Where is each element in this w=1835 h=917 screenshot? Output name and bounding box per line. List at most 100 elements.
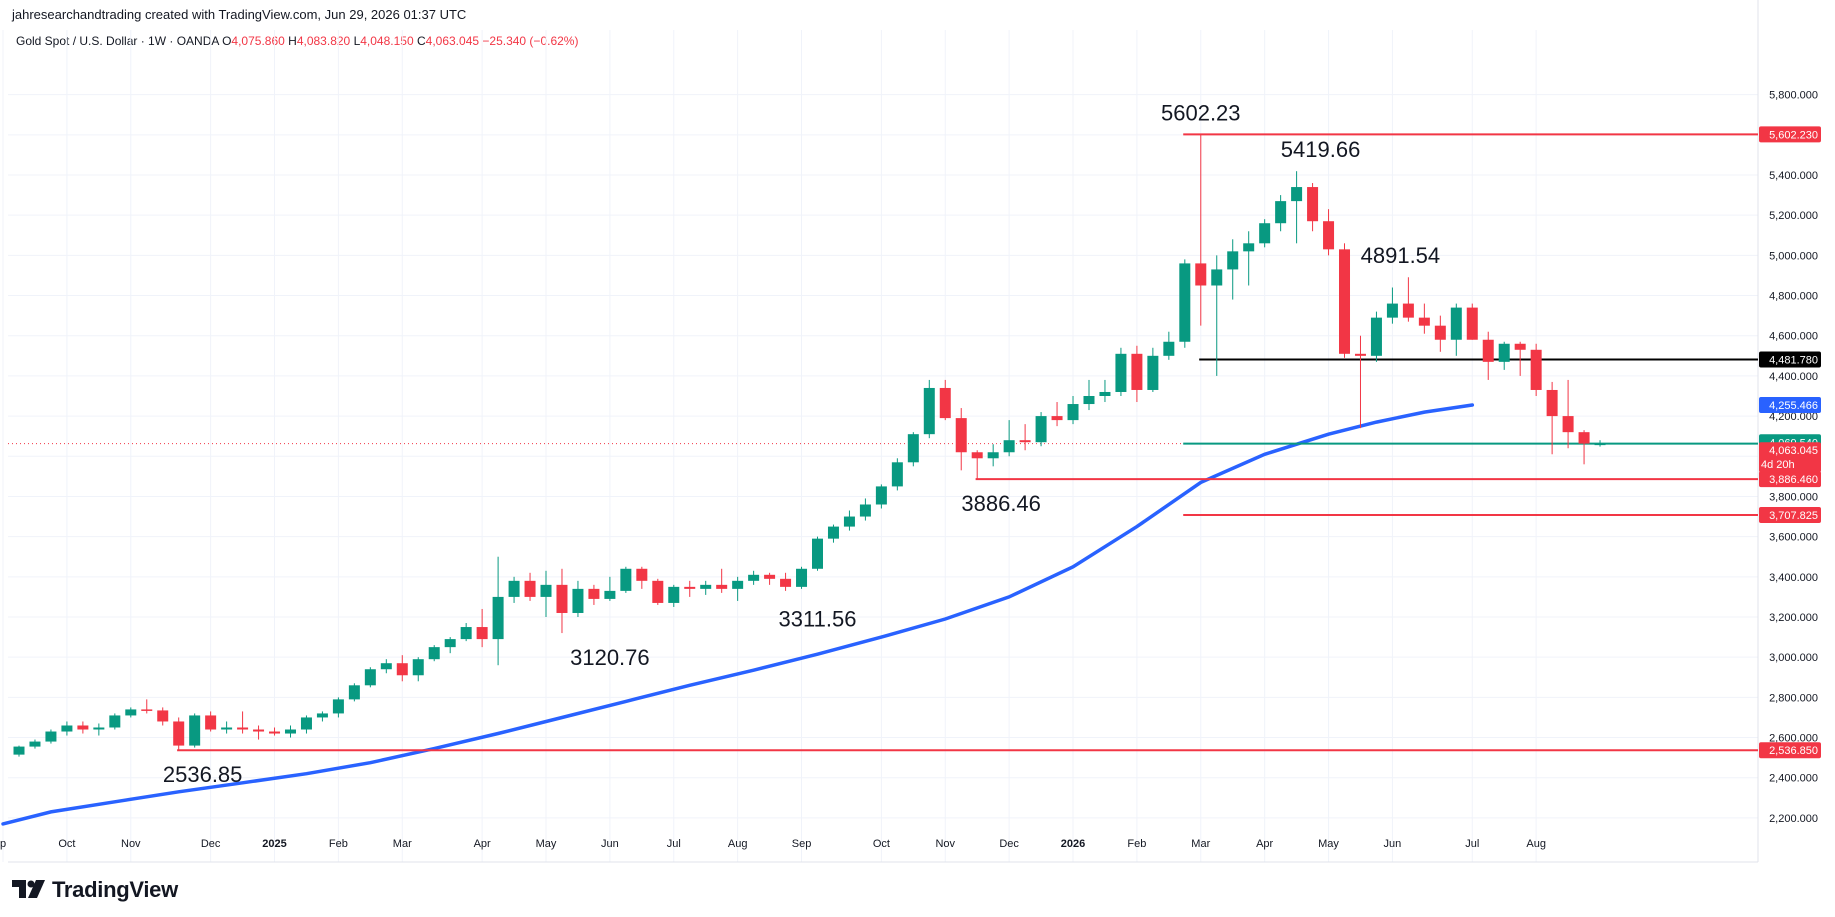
candle-body xyxy=(1562,416,1574,433)
candle-body xyxy=(348,685,360,700)
price-annotation: 3120.76 xyxy=(570,645,650,670)
candle-body xyxy=(891,462,903,487)
time-axis-tick: May xyxy=(536,838,557,850)
price-axis-tick: 4,800.000 xyxy=(1769,291,1818,303)
candle-body xyxy=(620,568,632,591)
time-axis-tick: Mar xyxy=(393,838,412,850)
candle-body xyxy=(205,715,217,730)
candle-body xyxy=(524,580,536,597)
candle-body xyxy=(316,713,328,718)
candle-body xyxy=(508,580,520,597)
price-annotation: 5602.23 xyxy=(1161,100,1241,125)
candle-body xyxy=(1243,243,1255,252)
candle-body xyxy=(1466,307,1478,340)
price-annotation: 3311.56 xyxy=(779,607,857,632)
low-value: 4,048.150 xyxy=(360,34,414,48)
price-annotation: 3886.46 xyxy=(961,491,1041,516)
time-axis-tick: Oct xyxy=(873,838,890,850)
level-price-tag-bg xyxy=(1759,506,1821,523)
price-axis-tick: 2,400.000 xyxy=(1769,773,1818,785)
price-tag-bg xyxy=(1759,396,1821,413)
candle-body xyxy=(109,715,121,728)
time-axis-tick: Jul xyxy=(667,838,681,850)
candle-body xyxy=(875,486,887,505)
level-price-tag-bg xyxy=(1759,471,1821,488)
level-price-tag-bg xyxy=(1759,126,1821,143)
candle-body xyxy=(221,727,233,730)
price-axis-tick: 2,800.000 xyxy=(1769,692,1818,704)
candle-body xyxy=(1339,249,1351,354)
candle-body xyxy=(588,588,600,599)
level-price-tag: 2,536.850 xyxy=(1769,745,1818,757)
time-axis-tick: Apr xyxy=(474,838,491,850)
candle-body xyxy=(923,387,935,435)
time-axis-tick: Apr xyxy=(1256,838,1273,850)
level-price-tag: 3,707.825 xyxy=(1769,510,1818,522)
candle-body xyxy=(700,584,712,589)
candle-body xyxy=(684,586,696,589)
candle-body xyxy=(827,526,839,539)
low-label: L xyxy=(353,34,361,48)
level-price-tag-bg xyxy=(1759,351,1821,368)
time-axis-tick: May xyxy=(1318,838,1339,850)
candle-body xyxy=(1498,343,1510,362)
candle-body xyxy=(572,588,584,613)
price-axis-tick: 4,200.000 xyxy=(1769,411,1818,423)
level-price-tag-bg xyxy=(1759,742,1821,759)
time-axis-tick: Nov xyxy=(935,838,955,850)
candle-body xyxy=(971,452,983,459)
candle-body xyxy=(141,709,153,711)
tradingview-logo[interactable]: TradingView xyxy=(12,877,178,903)
candle-body xyxy=(125,709,137,716)
candle-body xyxy=(1386,303,1398,318)
candle-body xyxy=(1259,223,1271,244)
time-axis-tick: Aug xyxy=(1526,838,1546,850)
price-axis-tick: 5,000.000 xyxy=(1769,250,1818,262)
high-value: 4,083.820 xyxy=(296,34,351,48)
price-axis-tick: 3,400.000 xyxy=(1769,572,1818,584)
candle-body xyxy=(492,596,504,640)
candle-body xyxy=(540,584,552,597)
candle-body xyxy=(412,659,424,676)
candle-body xyxy=(1402,303,1414,318)
time-axis-tick: 2026 xyxy=(1061,838,1085,850)
candle-body xyxy=(732,580,744,589)
open-value: 4,075.860 xyxy=(231,34,285,48)
candle-body xyxy=(460,627,472,640)
candle-body xyxy=(284,729,296,734)
candle-body xyxy=(332,699,344,714)
candle-body xyxy=(1227,251,1239,270)
candle-body xyxy=(476,627,488,640)
candle-body xyxy=(269,731,281,734)
candle-body xyxy=(1418,317,1430,326)
candle-body xyxy=(1370,317,1382,356)
candle-body xyxy=(1594,443,1606,446)
candle-body xyxy=(1546,389,1558,417)
candle-body xyxy=(556,584,568,613)
candle-body xyxy=(1450,307,1462,340)
candle-body xyxy=(1578,432,1590,444)
candle-body xyxy=(29,741,41,747)
candle-body xyxy=(1434,325,1446,340)
candle-body xyxy=(364,669,376,686)
candle-body xyxy=(444,639,456,648)
candle-body xyxy=(1195,263,1207,286)
candle-body xyxy=(1035,416,1047,443)
candle-body xyxy=(1323,221,1335,250)
price-axis-tick: 4,600.000 xyxy=(1769,331,1818,343)
candle-body xyxy=(173,721,185,746)
candle-body xyxy=(1115,353,1127,392)
price-tag-countdown: 4d 20h xyxy=(1761,459,1795,471)
time-axis-tick: Jun xyxy=(1384,838,1402,850)
chart-credit: jahresearchandtrading created with Tradi… xyxy=(12,7,467,22)
candle-body xyxy=(1275,201,1287,224)
change-value: −25.340 (−0.62%) xyxy=(482,34,579,48)
candle-body xyxy=(253,729,265,732)
candle-body xyxy=(45,731,57,742)
candle-body xyxy=(780,578,792,587)
close-value: 4,063.045 xyxy=(425,34,480,48)
price-axis-tick: 2,200.000 xyxy=(1769,813,1818,825)
candle-body xyxy=(396,663,408,676)
time-axis-tick: Mar xyxy=(1191,838,1210,850)
